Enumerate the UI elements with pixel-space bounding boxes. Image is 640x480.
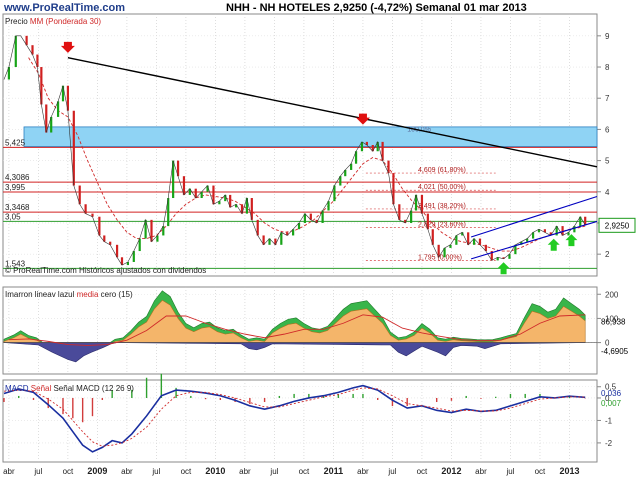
price-legend: Precio MM (Ponderada 30) <box>5 17 101 26</box>
y-tick-label: 7 <box>605 94 610 103</box>
x-tick-label: abr <box>3 467 15 476</box>
x-tick-label: oct <box>535 467 546 476</box>
resistance-zone <box>23 126 598 147</box>
arrow-down-icon <box>355 113 370 125</box>
x-tick-label: oct <box>417 467 428 476</box>
x-tick-label: 2010 <box>205 466 225 476</box>
oscillator-signal-line <box>8 314 586 346</box>
x-tick-label: abr <box>475 467 487 476</box>
x-tick-label: 2012 <box>441 466 461 476</box>
y-tick-label: 0 <box>605 339 610 348</box>
x-tick-label: 2013 <box>559 466 579 476</box>
oscillator-legend: Imarron lineav lazul media cero (15) <box>5 290 133 299</box>
level-label: 4,3086 <box>5 173 30 182</box>
y-tick-label: 8 <box>605 63 610 72</box>
site-label[interactable]: www.ProRealTime.com <box>4 2 126 14</box>
fibonacci-label: 3,491 (38,20%) <box>418 203 466 210</box>
level-label: 1,543 <box>5 259 26 268</box>
x-tick-label: abr <box>121 467 133 476</box>
level-label: 5,425 <box>5 138 26 147</box>
y-tick-label: 2 <box>605 250 610 259</box>
price-line <box>3 35 586 266</box>
oscillator-value-label: 86,938 <box>601 318 626 327</box>
y-tick-label: 9 <box>605 32 610 41</box>
x-tick-label: oct <box>63 467 74 476</box>
channel-line <box>470 195 598 238</box>
x-tick-label: abr <box>239 467 251 476</box>
macd-value-label: 0,036 <box>601 389 622 398</box>
trend-line <box>67 56 598 168</box>
fibonacci-label: 4,609 (61,80%) <box>418 167 466 174</box>
x-tick-label: 2011 <box>324 466 344 476</box>
x-tick-label: abr <box>357 467 369 476</box>
y-tick-label: 0 <box>605 394 610 403</box>
fibonacci-label: 4,021 (50,00%) <box>418 184 466 191</box>
arrow-down-icon <box>60 41 75 53</box>
arrow-up-icon <box>497 262 510 275</box>
x-tick-label: jul <box>33 467 42 476</box>
last-price-box <box>598 217 636 233</box>
last-price-label: 2,9250 <box>605 221 630 230</box>
channel-line <box>470 220 598 260</box>
level-label: 3,05 <box>5 212 21 221</box>
macd-value-label: 0,007 <box>601 399 622 408</box>
y-tick-label: 0,5 <box>605 383 617 392</box>
footer-note: © ProRealTime.com Históricos ajustados c… <box>5 266 206 275</box>
y-tick-label: 6 <box>605 125 610 134</box>
moving-average-line <box>28 57 586 252</box>
x-tick-label: jul <box>505 467 514 476</box>
x-tick-label: jul <box>387 467 396 476</box>
x-tick-label: oct <box>181 467 192 476</box>
y-tick-label: 5 <box>605 157 610 166</box>
x-tick-label: oct <box>299 467 310 476</box>
y-tick-label: 4 <box>605 188 610 197</box>
x-tick-label: jul <box>151 467 160 476</box>
level-label: 3,3468 <box>5 203 30 212</box>
level-label: 3,995 <box>5 183 26 192</box>
macd-legend: MACD Señal Señal MACD (12 26 9) <box>5 384 134 393</box>
y-tick-label: -1 <box>605 416 613 425</box>
y-tick-label: 100 <box>605 314 619 323</box>
oscillator-negative-area <box>3 342 586 363</box>
oscillator-value-label: -4,6905 <box>601 347 629 356</box>
macd-signal-line <box>3 387 586 447</box>
x-tick-label: 2009 <box>87 466 107 476</box>
fibonacci-label: 2,829 (23,60%) <box>418 222 466 229</box>
arrow-up-icon <box>565 234 578 247</box>
y-tick-label: 200 <box>605 290 619 299</box>
x-tick-label: jul <box>269 467 278 476</box>
arrow-up-icon <box>547 238 560 251</box>
chart-title: NHH - NH HOTELES 2,9250 (-4,72%) Semanal… <box>226 2 527 14</box>
fibonacci-label: 1,795 (0,00%) <box>418 254 462 261</box>
y-tick-label: -2 <box>605 439 613 448</box>
